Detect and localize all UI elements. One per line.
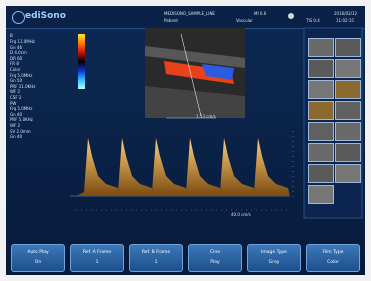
button-label: Cine [189,250,241,255]
thumbnail[interactable] [335,59,361,78]
control-button[interactable]: Ref. A Frame 1 [70,244,124,272]
thumbnail[interactable] [308,59,334,78]
button-value: Play [189,260,241,265]
button-label: Image Type [248,250,300,255]
button-value: 1 [130,260,182,265]
thumbnail[interactable] [308,122,334,141]
button-label: Ref. B Frame [130,250,182,255]
button-value: Color [307,260,359,265]
control-button[interactable]: Film Type Color [306,244,360,272]
doppler-spectrum [76,138,290,196]
control-button[interactable]: Cine Play [188,244,242,272]
control-button[interactable]: Auto Play On [11,244,65,272]
button-label: Film Type [307,250,359,255]
thumbnail[interactable] [335,122,361,141]
control-button[interactable]: Image Type Gray [247,244,301,272]
thumbnail[interactable] [308,143,334,162]
thumbnail[interactable] [335,38,361,57]
button-label: Ref. A Frame [71,250,123,255]
thumbnail[interactable] [335,80,361,99]
thumbnail[interactable] [308,101,334,120]
thumbnail[interactable] [335,101,361,120]
thumbnail[interactable] [308,80,334,99]
button-value: Gray [248,260,300,265]
ultrasound-app: ediSono MEDISONO_SAMPLE_LINE Patient MI … [6,6,365,275]
thumbnail[interactable] [308,38,334,57]
spectrum-label: 40.0 cm/s [231,212,251,217]
thumbnail[interactable] [308,185,334,204]
control-button[interactable]: Ref. B Frame 1 [129,244,183,272]
button-value: On [12,260,64,265]
thumbnail[interactable] [308,164,334,183]
thumbnail[interactable] [335,143,361,162]
thumbnail[interactable] [335,164,361,183]
button-label: Auto Play [12,250,64,255]
scale-label: 1.53 cm/s [196,114,216,119]
button-value: 1 [71,260,123,265]
